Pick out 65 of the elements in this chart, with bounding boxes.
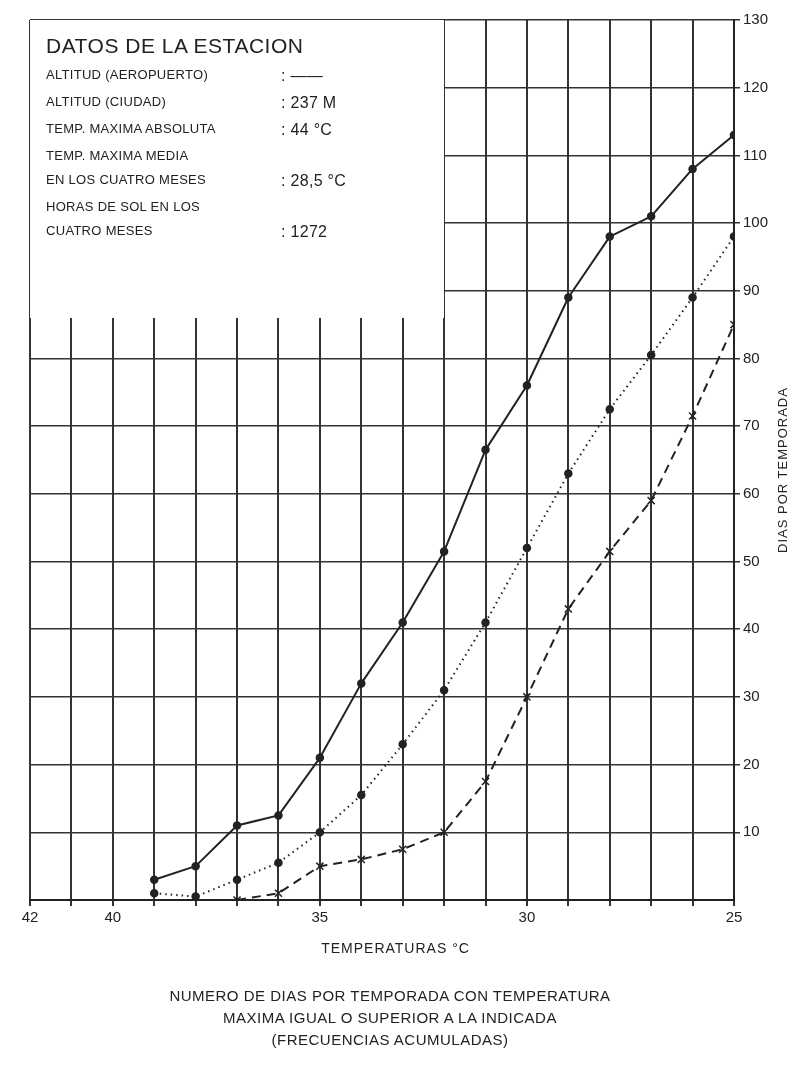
x-tick-label: 30 bbox=[518, 908, 536, 926]
point bbox=[481, 618, 490, 627]
point bbox=[439, 685, 449, 695]
point bbox=[191, 861, 200, 871]
point bbox=[522, 543, 532, 553]
y-tick-label: 50 bbox=[742, 551, 760, 569]
x-tick-label: 35 bbox=[311, 908, 329, 926]
point bbox=[481, 445, 490, 455]
text: NUMERO DE DIAS POR TEMPORADA CON TEMPERATURA MAXIMA IGUAL O SUPERIOR A LA INDICADA bbox=[168, 986, 612, 1028]
point bbox=[357, 679, 366, 688]
y-tick-label: 90 bbox=[742, 280, 760, 298]
y-tick-label: 80 bbox=[742, 348, 760, 366]
point bbox=[274, 858, 283, 868]
point bbox=[646, 496, 656, 505]
point bbox=[564, 293, 573, 302]
x-axis-title: TEMPERATURAS °C bbox=[320, 940, 471, 956]
point bbox=[646, 350, 656, 360]
point bbox=[315, 828, 325, 837]
point bbox=[605, 232, 614, 241]
x-tick-label: 40 bbox=[104, 908, 122, 926]
y-tick-label: 60 bbox=[742, 483, 760, 501]
point bbox=[439, 547, 449, 556]
station-info-panel: DATOS DE LA ESTACION ALTITUD (AEROPUERTO) : —— ALTITUD (CIUDAD) : 237 M TEMP. MAXIMA ABSOLUTA : 44 °C TEMP. MAXIMA MEDIA EN LOS CUATRO MESES : 28,5 °C HORAS DE SOL EN LOS CUATRO MESES : 1272 bbox=[30, 20, 445, 318]
y-tick-label: 30 bbox=[742, 687, 760, 705]
y-tick-label: 70 bbox=[742, 416, 760, 434]
point bbox=[605, 547, 615, 556]
y-tick-label: 100 bbox=[742, 213, 768, 231]
point bbox=[357, 790, 366, 800]
point bbox=[274, 888, 283, 898]
point bbox=[315, 861, 325, 871]
point bbox=[522, 692, 532, 702]
point bbox=[564, 469, 573, 478]
point bbox=[357, 855, 366, 864]
y-tick-label: 110 bbox=[742, 145, 767, 163]
point bbox=[232, 875, 242, 884]
point bbox=[232, 821, 242, 830]
y-axis-title: DIAS POR TEMPORADA bbox=[774, 387, 790, 553]
point bbox=[522, 381, 532, 390]
x-tick-label: 25 bbox=[725, 908, 743, 926]
annotation: HORAS DE SOL EN LOS bbox=[46, 199, 202, 214]
y-tick-label: 130 bbox=[742, 10, 768, 28]
point bbox=[149, 875, 159, 884]
point bbox=[605, 404, 614, 414]
y-tick-label: 20 bbox=[742, 754, 760, 772]
y-tick-label: 10 bbox=[742, 822, 760, 840]
point bbox=[315, 753, 325, 763]
point bbox=[688, 411, 697, 421]
point bbox=[398, 618, 407, 627]
point bbox=[398, 740, 407, 749]
point bbox=[688, 164, 697, 174]
point bbox=[646, 212, 656, 221]
point bbox=[688, 293, 697, 302]
point bbox=[191, 892, 200, 900]
point bbox=[439, 828, 449, 837]
x-tick-label: 42 bbox=[21, 908, 39, 926]
point bbox=[398, 844, 407, 854]
y-tick-label: 120 bbox=[742, 77, 768, 95]
point bbox=[274, 811, 283, 820]
annotation: TEMP. MAXIMA MEDIA bbox=[46, 148, 190, 163]
point bbox=[149, 888, 159, 898]
point bbox=[564, 604, 573, 614]
point bbox=[481, 777, 490, 786]
y-tick-label: 40 bbox=[742, 619, 760, 637]
text: (FRECUENCIAS ACUMULADAS) bbox=[270, 1030, 510, 1050]
annotation: DATOS DE LA ESTACION bbox=[46, 34, 305, 58]
